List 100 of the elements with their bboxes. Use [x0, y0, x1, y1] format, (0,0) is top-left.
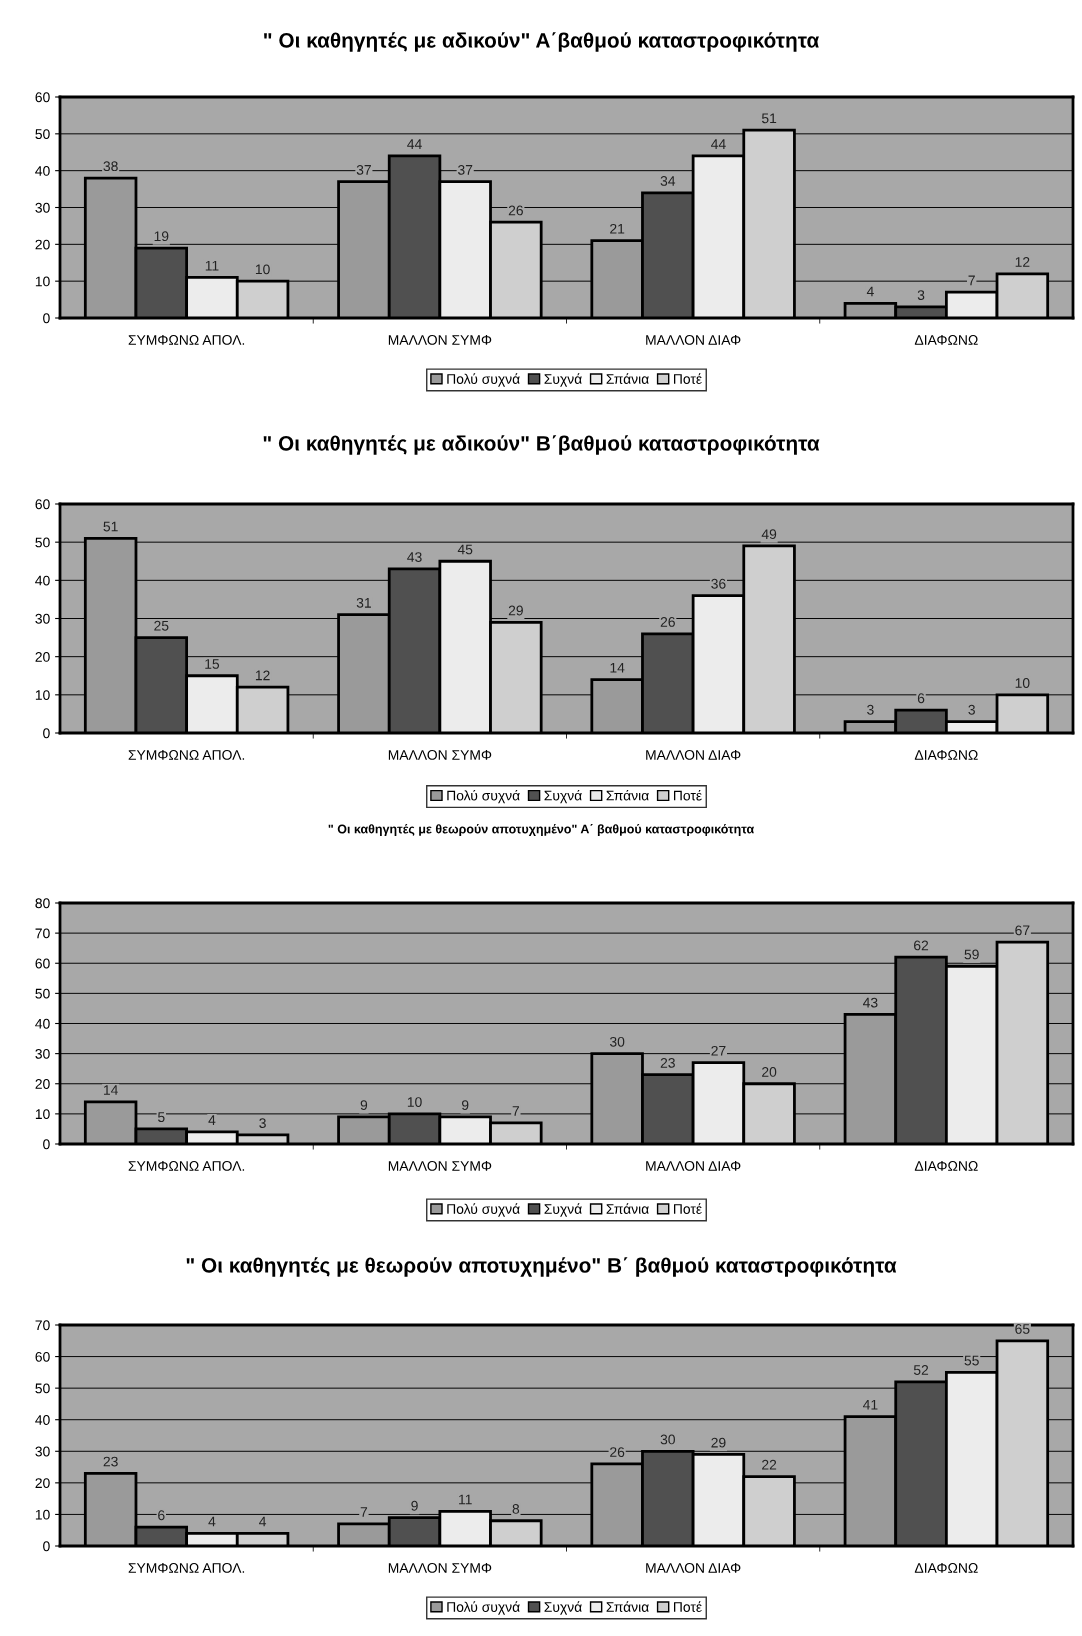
legend-label: Ποτέ [674, 1203, 702, 1214]
y-tick-label: 30 [35, 202, 50, 213]
y-tick-label: 20 [35, 1478, 50, 1489]
data-label: 3 [867, 704, 874, 715]
data-label: 9 [360, 1100, 368, 1110]
y-tick-label: 0 [43, 313, 50, 324]
legend-label: Σπάνια [606, 1203, 649, 1214]
data-label: 6 [158, 1510, 165, 1521]
x-tick-label: ΜΑΛΛΟΝ ΔΙΑΦ [646, 1563, 741, 1573]
data-label: 30 [609, 1036, 625, 1047]
data-label: 31 [356, 597, 371, 608]
x-tick-label: ΔΙΑΦΩΝΩ [914, 335, 978, 345]
data-label: 14 [103, 1085, 118, 1095]
data-label: 34 [660, 176, 676, 186]
data-label: 37 [458, 164, 473, 175]
chart-title: " Οι καθηγητές με αδικούν" Α΄βαθμού καταστροφικότητα [264, 32, 820, 52]
x-tick-label: ΜΑΛΛΟΝ ΣΥΜΦ [388, 335, 492, 345]
data-label: 10 [1015, 678, 1030, 688]
data-label: 9 [411, 1500, 418, 1511]
x-tick-label: ΔΙΑΦΩΝΩ [914, 1563, 978, 1573]
data-label: 7 [512, 1106, 520, 1116]
data-label: 41 [863, 1399, 878, 1410]
y-tick-label: 10 [35, 1509, 50, 1520]
data-label: 3 [917, 290, 925, 301]
y-tick-label: 60 [35, 958, 50, 969]
legend-label: Σπάνια [606, 789, 649, 801]
y-tick-label: 50 [35, 1383, 50, 1394]
data-label: 43 [863, 997, 878, 1008]
data-label: 10 [407, 1097, 422, 1107]
x-tick-label: ΣΥΜΦΩΝΩ ΑΠΟΛ. [128, 1563, 245, 1573]
y-tick-label: 70 [35, 1320, 50, 1331]
legend-label: Σπάνια [606, 373, 649, 384]
data-label: 3 [968, 704, 975, 715]
y-tick-label: 10 [35, 276, 50, 287]
y-tick-label: 20 [35, 652, 50, 662]
data-label: 22 [762, 1459, 777, 1470]
data-label: 25 [154, 620, 169, 631]
legend-label: Πολύ συχνά [447, 1601, 520, 1615]
y-tick-label: 10 [35, 1109, 50, 1120]
legend-label: Ποτέ [674, 373, 702, 384]
data-label: 27 [711, 1045, 726, 1056]
data-label: 59 [964, 949, 979, 960]
data-label: 20 [762, 1067, 777, 1077]
data-label: 26 [660, 617, 675, 627]
data-label: 12 [1015, 257, 1030, 267]
x-tick-label: ΣΥΜΦΩΝΩ ΑΠΟΛ. [128, 335, 245, 345]
data-label: 55 [964, 1355, 979, 1366]
legend-label: Ποτέ [674, 789, 702, 801]
x-tick-label: ΜΑΛΛΟΝ ΣΥΜΦ [388, 1161, 492, 1171]
data-label: 51 [761, 113, 777, 124]
chart-title: " Οι καθηγητές με αδικούν" Β΄βαθμού καταστροφικότητα [263, 435, 820, 455]
legend-label: Πολύ συχνά [447, 373, 520, 387]
data-label: 3 [259, 1118, 266, 1129]
y-tick-label: 0 [43, 1541, 50, 1552]
data-label: 62 [914, 940, 929, 951]
data-label: 43 [407, 552, 422, 562]
data-label: 14 [610, 662, 625, 673]
y-tick-label: 60 [35, 92, 50, 103]
x-tick-label: ΣΥΜΦΩΝΩ ΑΠΟΛ. [128, 1161, 245, 1171]
data-label: 30 [660, 1434, 675, 1445]
y-tick-label: 40 [35, 1415, 50, 1425]
data-label: 5 [157, 1112, 165, 1123]
chart-title: " Οι καθηγητές με θεωρούν αποτυχημένο" Α΄ βαθμού καταστροφικότητα [328, 824, 755, 836]
data-label: 44 [407, 139, 422, 149]
data-label: 7 [360, 1507, 368, 1517]
data-label: 29 [711, 1437, 726, 1448]
data-label: 12 [255, 670, 270, 681]
data-label: 4 [259, 1516, 267, 1527]
y-tick-label: 60 [35, 499, 50, 510]
data-label: 52 [913, 1365, 929, 1375]
data-label: 8 [512, 1504, 520, 1514]
data-label: 38 [103, 161, 118, 172]
data-label: 10 [255, 264, 270, 275]
legend-label: Συχνά [544, 1203, 582, 1217]
y-tick-label: 30 [35, 613, 50, 624]
y-tick-label: 60 [35, 1351, 50, 1362]
legend-label: Σπάνια [606, 1601, 649, 1612]
y-tick-label: 20 [35, 1079, 50, 1089]
y-tick-label: 40 [35, 575, 50, 586]
data-label: 26 [610, 1447, 625, 1457]
y-tick-label: 80 [35, 898, 50, 909]
data-label: 4 [866, 286, 874, 297]
data-label: 49 [761, 529, 777, 540]
data-label: 36 [711, 578, 726, 589]
legend-label: Συχνά [544, 789, 582, 804]
legend-label: Πολύ συχνά [447, 789, 520, 804]
data-label: 29 [508, 605, 523, 616]
data-label: 15 [205, 659, 220, 669]
data-label: 67 [1015, 925, 1030, 936]
data-label: 11 [459, 1494, 472, 1505]
data-label: 45 [457, 544, 473, 555]
y-tick-label: 20 [35, 239, 50, 250]
data-label: 26 [508, 205, 523, 216]
x-tick-label: ΜΑΛΛΟΝ ΔΙΑΦ [646, 1161, 741, 1171]
y-tick-label: 0 [43, 1139, 50, 1150]
x-tick-label: ΜΑΛΛΟΝ ΔΙΑΦ [646, 335, 741, 345]
data-label: 65 [1015, 1324, 1030, 1334]
legend-label: Συχνά [544, 1601, 582, 1615]
data-label: 23 [660, 1057, 675, 1068]
data-label: 23 [103, 1456, 118, 1467]
